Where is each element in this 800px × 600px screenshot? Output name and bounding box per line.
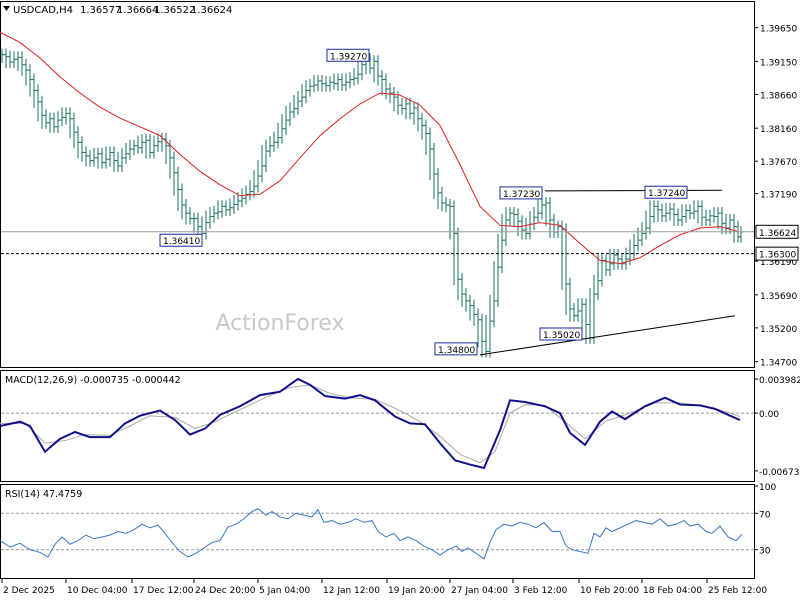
macd-signal-line — [0, 384, 741, 464]
price-annotation-box — [499, 186, 543, 200]
ohlc-open: 1.36577 — [80, 5, 121, 16]
watermark: ActionForex — [216, 311, 345, 336]
price-annotation-box — [539, 327, 583, 341]
price-tick-label: 1.36190 — [760, 258, 797, 268]
price-tick-label: 1.39650 — [760, 25, 797, 35]
price-tick-label: 1.38660 — [760, 91, 797, 101]
price-annotation-box — [644, 185, 688, 199]
time-tick-label: 27 Jan 04:00 — [451, 586, 508, 596]
rsi-indicator: 100 70 30 — [0, 483, 776, 560]
symbol-label: USDCAD,H4 — [13, 5, 73, 16]
ohlc-high: 1.36664 — [117, 5, 158, 16]
price-annotation-label: 1.36410 — [163, 237, 200, 247]
price-annotation-label: 1.35020 — [543, 331, 580, 341]
main-pane-frame — [0, 1, 755, 368]
ohlc-close: 1.36624 — [191, 5, 232, 16]
time-tick-label: 17 Dec 12:00 — [133, 586, 194, 596]
ohlc-low: 1.36522 — [154, 5, 195, 16]
time-axis: 2 Dec 2025 10 Dec 04:00 17 Dec 12:00 24 Dec… — [1, 579, 767, 596]
moving-average-line — [0, 31, 741, 265]
price-annotations: 1.39270 1.36410 1.37230 1.37240 1.34800 1.350… — [159, 48, 688, 356]
price-tick-label: 1.37670 — [760, 158, 797, 168]
time-tick-label: 3 Feb 12:00 — [514, 586, 568, 596]
price-levels: 1.36300 1.36624 — [1, 189, 799, 356]
rsi-tick-label: 30 — [759, 547, 771, 557]
price-tick-label: 1.34700 — [760, 359, 797, 369]
price-tick-label: 1.35200 — [760, 325, 797, 335]
price-tick-label: 1.35690 — [760, 292, 797, 302]
price-annotation-box — [434, 342, 478, 356]
price-annotation-box — [326, 48, 370, 62]
trendline — [544, 189, 723, 192]
rsi-line — [0, 508, 743, 560]
macd-tick-label: 0.00 — [759, 410, 779, 420]
time-tick-label: 24 Dec 20:00 — [195, 586, 256, 596]
time-tick-label: 10 Dec 04:00 — [67, 586, 128, 596]
macd-pane-frame — [0, 370, 755, 482]
price-annotation-label: 1.37230 — [503, 190, 540, 200]
support-level-tag: 1.36300 — [759, 251, 796, 261]
time-tick-label: 5 Jan 04:00 — [259, 586, 311, 596]
time-tick-label: 12 Jan 12:00 — [323, 586, 380, 596]
price-axis: 1.39650 1.39150 1.38660 1.38160 1.37670 1.371… — [754, 25, 797, 369]
macd-tick-label: 0.003982 — [759, 376, 800, 386]
time-tick-label: 10 Feb 20:00 — [580, 586, 639, 596]
price-bars — [0, 48, 743, 358]
current-price-tag: 1.36624 — [759, 229, 796, 239]
macd-line — [0, 377, 741, 470]
time-tick-label: 2 Dec 2025 — [3, 586, 55, 596]
current-price-tag-box — [755, 224, 799, 239]
rsi-tick-label: 100 — [759, 483, 776, 493]
moving-average — [0, 31, 741, 265]
price-annotation-label: 1.34800 — [438, 346, 475, 356]
price-annotation-label: 1.39270 — [330, 52, 367, 62]
time-tick-label: 25 Feb 12:00 — [708, 586, 767, 596]
price-tick-label: 1.37190 — [760, 191, 797, 201]
trendline — [479, 315, 736, 356]
time-tick-label: 19 Jan 20:00 — [388, 586, 445, 596]
time-tick-label: 18 Feb 04:00 — [643, 586, 702, 596]
macd-label: MACD(12,26,9) -0.000735 -0.000442 — [5, 375, 181, 386]
price-tick-label: 1.39150 — [760, 58, 797, 68]
price-annotation-label: 1.37240 — [648, 189, 685, 199]
price-annotation-box — [159, 233, 203, 247]
rsi-tick-label: 70 — [759, 510, 771, 520]
chevron-down-icon[interactable] — [3, 6, 10, 11]
macd-indicator: 0.003982 0.00 -0.006737 — [0, 376, 800, 478]
macd-tick-label: -0.006737 — [759, 468, 800, 478]
rsi-label: RSI(14) 47.4759 — [5, 489, 82, 500]
price-tick-label: 1.38160 — [760, 125, 797, 135]
support-level-tag-box — [755, 246, 799, 261]
rsi-pane-frame — [0, 484, 755, 579]
